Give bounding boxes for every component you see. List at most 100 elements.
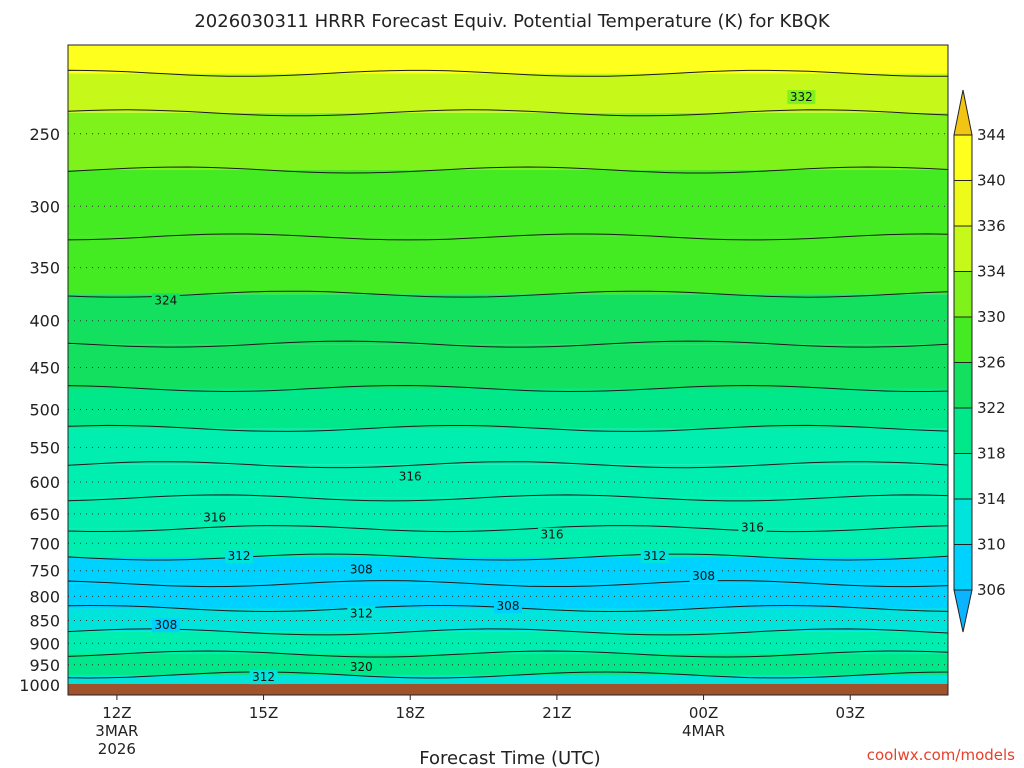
x-tick-sublabel: 2026	[98, 740, 136, 758]
contour-line	[68, 553, 948, 561]
terrain-ground	[68, 684, 948, 695]
contour-label-bg	[787, 90, 816, 105]
contour-label-bg	[249, 670, 278, 685]
contour-label-bg	[347, 606, 376, 621]
theta-band	[68, 557, 948, 584]
x-tick-sublabel: 3MAR	[95, 722, 138, 740]
contour-label-bg	[738, 520, 767, 535]
theta-band	[68, 631, 948, 655]
colorbar-label: 326	[977, 354, 1006, 372]
contour-line	[68, 580, 948, 588]
theta-band	[68, 236, 948, 295]
colorbar-label: 336	[977, 217, 1006, 235]
contour-label: 308	[350, 563, 373, 577]
colorbar-label: 306	[977, 581, 1006, 599]
colorbar-label: 310	[977, 536, 1006, 554]
contour-line	[68, 628, 948, 636]
contour-label: 316	[741, 521, 764, 535]
contour-line	[68, 340, 948, 348]
contour-line	[68, 233, 948, 241]
x-tick-label: 12Z	[102, 704, 131, 722]
colorbar-label: 318	[977, 445, 1006, 463]
contour-line	[68, 166, 948, 174]
y-tick-label: 300	[29, 197, 60, 216]
contour-line	[68, 671, 948, 679]
theta-band	[68, 344, 948, 389]
theta-band	[68, 654, 948, 675]
x-tick-sublabel: 4MAR	[682, 722, 725, 740]
y-tick-label: 900	[29, 634, 60, 653]
contour-label-bg	[225, 549, 254, 564]
x-tick-label: 00Z	[689, 704, 718, 722]
contour-label: 320	[350, 660, 373, 674]
colorbar-label: 340	[977, 172, 1006, 190]
contour-label-bg	[347, 562, 376, 577]
contour-label: 316	[399, 470, 422, 484]
colorbar-segment	[953, 544, 973, 591]
theta-band	[68, 608, 948, 632]
contour-label: 316	[203, 510, 226, 524]
y-tick-label: 950	[29, 656, 60, 675]
contour-line	[68, 494, 948, 502]
theta-band	[68, 73, 948, 113]
y-tick-label: 1000	[19, 676, 60, 695]
y-tick-label: 550	[29, 438, 60, 457]
y-tick-label: 500	[29, 400, 60, 419]
colorbar: 344 340 336 334 330 326 322 318 314 310 306	[953, 89, 1006, 633]
plot-frame	[67, 44, 949, 696]
contour-label-bg	[200, 510, 229, 525]
y-tick-label: 850	[29, 612, 60, 631]
chart-title: 2026030311 HRRR Forecast Equiv. Potentia…	[194, 11, 830, 32]
theta-band	[68, 464, 948, 498]
contour-label: 312	[228, 549, 251, 563]
contour-label-bg	[347, 659, 376, 674]
y-axis-ticks: 250 300 350 400 450 500 550 600 650 700 750 800 850 9…	[19, 125, 60, 695]
y-tick-label: 350	[29, 259, 60, 278]
plot-area	[68, 45, 948, 695]
colorbar-segment	[953, 362, 973, 409]
y-tick-label: 600	[29, 473, 60, 492]
contour-labels: 332 324 316 316 316 316 312 312 308 308 308 308 312 3…	[151, 90, 816, 685]
contour-label: 312	[643, 549, 666, 563]
contour-label-bg	[494, 599, 522, 614]
colorbar-segment	[953, 316, 973, 363]
contour-label-bg	[151, 293, 180, 308]
colorbar-label: 314	[977, 490, 1006, 508]
y-tick-label: 650	[29, 505, 60, 524]
contour-line	[68, 290, 948, 298]
theta-band	[68, 528, 948, 558]
contour-line	[68, 424, 948, 432]
contour-fill-layer	[68, 45, 948, 695]
theta-band	[68, 428, 948, 465]
contour-label-bg	[538, 527, 566, 542]
y-tick-label: 750	[29, 562, 60, 581]
y-tick-label: 700	[29, 534, 60, 553]
y-tick-label: 800	[29, 587, 60, 606]
theta-band	[68, 388, 948, 429]
theta-band	[68, 497, 948, 529]
colorbar-top-arrow	[953, 89, 973, 136]
y-tick-label: 250	[29, 125, 60, 144]
colorbar-segment	[953, 134, 973, 181]
theta-band	[68, 170, 948, 237]
contour-line	[68, 384, 948, 393]
theta-band	[68, 45, 948, 74]
colorbar-segment	[953, 180, 973, 227]
contour-label: 308	[692, 569, 715, 583]
contour-label-bg	[689, 569, 718, 584]
contour-label-bg	[151, 618, 180, 633]
y-tick-label: 400	[29, 312, 60, 331]
x-tick-label: 03Z	[836, 704, 865, 722]
colorbar-label: 330	[977, 308, 1006, 326]
credit-link[interactable]: coolwx.com/models	[867, 746, 1015, 764]
contour-label: 316	[541, 528, 564, 542]
colorbar-label: 344	[977, 126, 1006, 144]
x-tick-label: 21Z	[542, 704, 571, 722]
contour-label: 308	[497, 599, 520, 613]
x-tick-label: 15Z	[249, 704, 278, 722]
contour-label: 308	[154, 618, 177, 632]
contour-line	[68, 650, 948, 658]
contour-label: 332	[790, 90, 813, 104]
